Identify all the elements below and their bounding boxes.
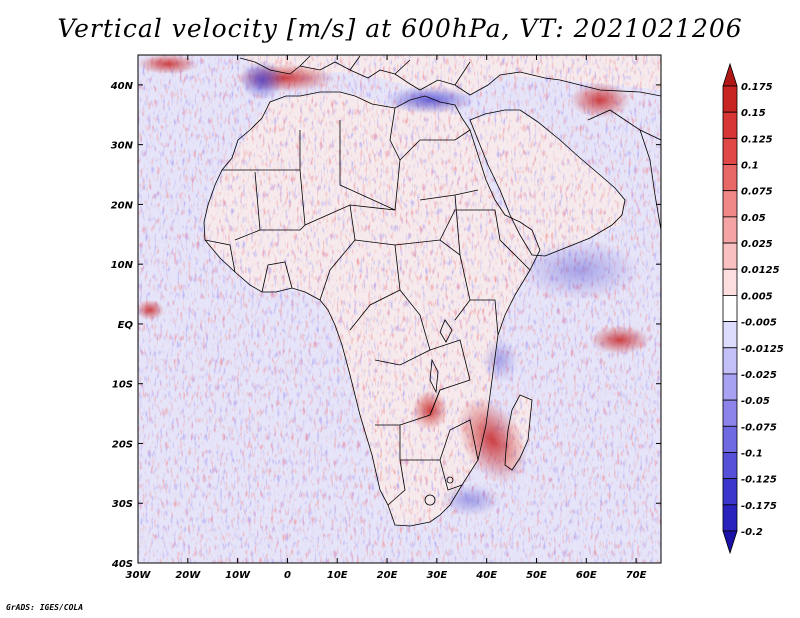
colorbar [722,62,738,555]
lat-tick-label: 20S [112,439,133,450]
colorbar-label: 0.005 [741,291,773,302]
downward-feature [520,240,640,300]
colorbar-swatch [722,399,738,427]
colorbar-label: 0.0125 [741,265,780,276]
lon-tick-label: 20E [377,570,398,581]
colorbar-swatch [722,164,738,192]
colorbar-label: -0.05 [741,396,770,407]
colorbar-swatch [722,190,738,218]
lat-tick-label: 30N [111,141,134,152]
upward-feature [570,82,630,118]
colorbar-swatch [722,504,738,532]
colorbar-label: -0.125 [741,475,777,486]
downward-feature [385,86,475,114]
lon-tick-label: 50E [526,570,547,581]
lon-tick-label: 0 [284,570,291,581]
upward-feature [457,397,527,483]
lon-tick-label: 60E [576,570,597,581]
lat-tick-label: 40S [111,559,133,570]
lat-tick-label: 30S [112,499,133,510]
colorbar-label: 0.075 [741,187,773,198]
colorbar-label: -0.2 [741,527,763,538]
colorbar-labels: 0.175 0.15 0.125 0.1 0.075 0.05 0.025 0.0125 0.0… [741,82,784,538]
lon-tick-label: 20W [175,570,201,581]
downward-feature [240,60,284,100]
colorbar-label: -0.075 [741,422,777,433]
plot-frame [137,54,662,564]
colorbar-label: 0.175 [741,82,773,93]
lon-tick-label: 10W [225,570,251,581]
longitude-labels: 30W 20W 10W 0 10E 20E 30E 40E 50E 60E 70E [126,570,647,581]
colorbar-label: -0.1 [741,448,763,459]
colorbar-swatch [722,62,738,87]
colorbar-label: -0.175 [741,501,777,512]
colorbar-label: -0.005 [741,318,777,329]
velocity-noise [138,55,661,563]
lat-tick-label: 20N [111,200,134,211]
lon-tick-label: 10E [327,570,348,581]
lat-tick-label: 10N [111,260,134,271]
lon-tick-label: 70E [626,570,647,581]
latitude-labels: 40N 30N 20N 10N EQ 10S 20S 30S 40S [110,81,134,570]
colorbar-swatch [722,216,738,244]
colorbar-swatch [722,242,738,270]
colorbar-swatch [722,321,738,349]
axis-ticks [137,55,661,564]
downward-feature [440,484,500,516]
colorbar-label: 0.125 [741,134,773,145]
colorbar-swatch [722,425,738,453]
country-borders [203,55,661,527]
colorbar-swatch [722,373,738,401]
colorbar-swatch [722,530,738,555]
colorbar-label: 0.025 [741,239,773,250]
colorbar-label: -0.0125 [741,344,784,355]
velocity-field [138,55,661,563]
velocity-features [138,55,650,516]
lat-tick-label: 10S [112,380,133,391]
colorbar-swatch [722,478,738,506]
map-title: Vertical velocity [m/s] at 600hPa, VT: 2… [57,14,743,43]
footer-credit: GrADS: IGES/COLA [6,603,84,612]
colorbar-swatch [722,137,738,165]
colorbar-label: 0.05 [741,213,766,224]
colorbar-label: -0.025 [741,370,777,381]
lon-tick-label: 30W [126,570,152,581]
lat-tick-label: EQ [118,320,134,331]
upward-feature [412,390,448,430]
colorbar-swatch [722,295,738,322]
upward-feature [138,300,164,320]
lon-tick-label: 30E [426,570,447,581]
colorbar-swatch [722,268,738,296]
colorbar-label: 0.15 [741,108,766,119]
colorbar-swatch [722,347,738,375]
lon-tick-label: 40E [475,570,497,581]
colorbar-swatch [722,111,738,139]
lat-tick-label: 40N [110,81,134,92]
upward-feature [590,326,650,354]
colorbar-label: 0.1 [741,161,759,172]
downward-feature [482,338,518,382]
upward-feature [138,55,198,74]
colorbar-swatch [722,85,738,113]
colorbar-swatch [722,452,738,480]
